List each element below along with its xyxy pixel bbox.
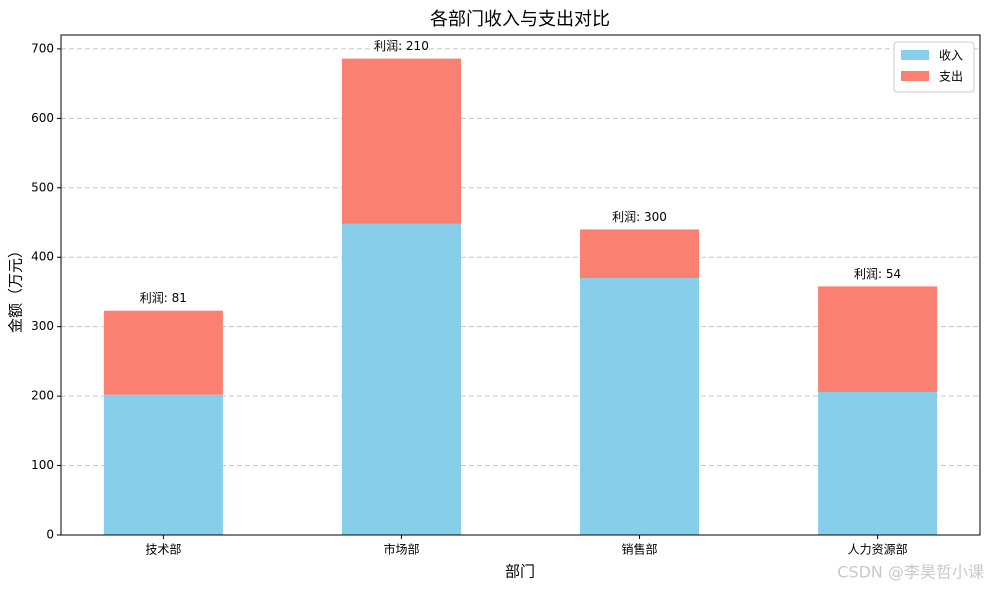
y-tick-label: 700 bbox=[31, 41, 54, 55]
bar-segment bbox=[580, 278, 700, 535]
x-tick-label: 销售部 bbox=[622, 542, 658, 557]
profit-annotation: 利润: 81 bbox=[140, 291, 187, 305]
profit-annotation: 利润: 210 bbox=[374, 39, 429, 53]
bar-segment bbox=[341, 223, 461, 535]
y-tick-label: 300 bbox=[31, 319, 54, 333]
bar-segment bbox=[580, 229, 700, 279]
legend-swatch bbox=[901, 50, 929, 60]
profit-annotation: 利润: 54 bbox=[854, 267, 901, 281]
bar-segment bbox=[103, 394, 223, 535]
legend-label: 支出 bbox=[939, 70, 963, 84]
y-tick-label: 200 bbox=[31, 389, 54, 403]
plot-frame bbox=[60, 34, 981, 536]
legend-swatch bbox=[901, 71, 929, 81]
x-tick-label: 人力资源部 bbox=[848, 542, 908, 557]
bar-segment bbox=[103, 310, 223, 395]
bar-segment bbox=[818, 391, 938, 535]
x-tick-label: 市场部 bbox=[383, 542, 419, 557]
y-tick-label: 0 bbox=[46, 528, 54, 542]
chart-title: 各部门收入与支出对比 bbox=[430, 9, 610, 30]
bar-segment bbox=[818, 286, 938, 392]
y-tick-label: 600 bbox=[31, 111, 54, 125]
y-tick-label: 100 bbox=[31, 458, 54, 472]
y-axis-label: 金额（万元） bbox=[7, 243, 25, 333]
y-tick-label: 400 bbox=[31, 250, 54, 264]
y-tick-label: 500 bbox=[31, 180, 54, 194]
x-axis-label: 部门 bbox=[505, 563, 535, 581]
legend-label: 收入 bbox=[939, 49, 963, 63]
x-tick-label: 技术部 bbox=[145, 542, 181, 557]
watermark: CSDN @李昊哲小课 bbox=[837, 563, 984, 582]
profit-annotation: 利润: 300 bbox=[612, 210, 667, 224]
bar-segment bbox=[341, 58, 461, 224]
